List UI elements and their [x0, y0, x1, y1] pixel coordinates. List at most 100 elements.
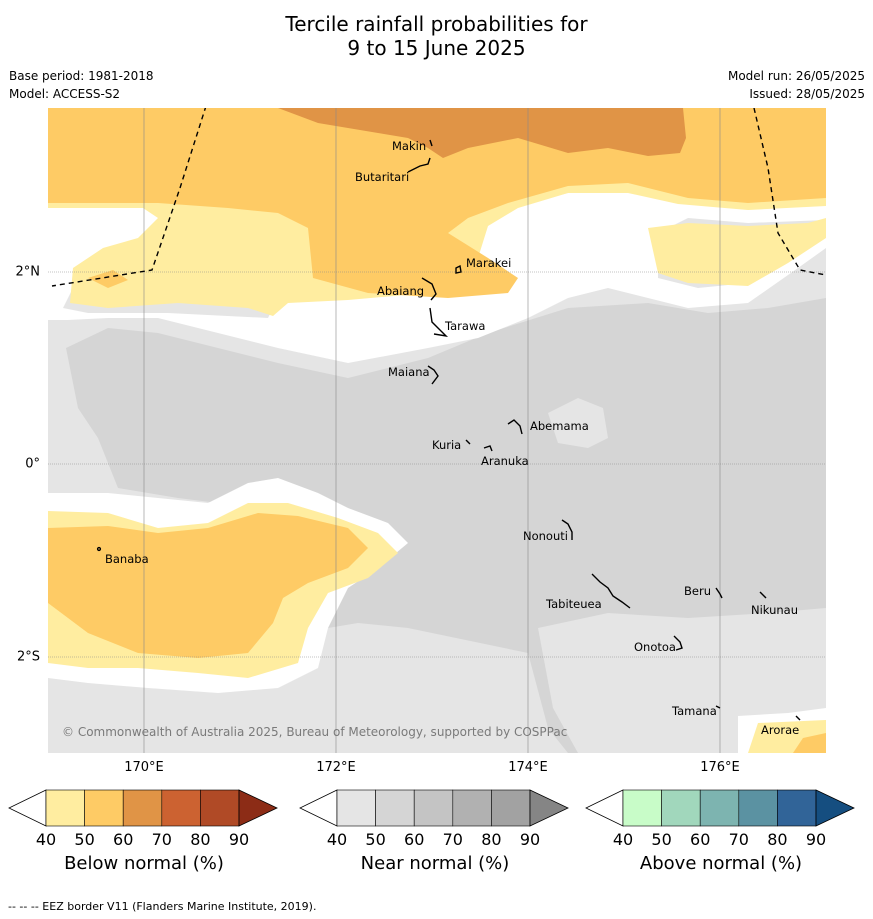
island-label-tamana: Tamana: [671, 704, 717, 718]
island-label-arorae: Arorae: [761, 723, 799, 737]
island-shape-arorae: [795, 715, 801, 721]
graticule: [48, 108, 826, 753]
x-tick-172e: 172°E: [316, 760, 356, 775]
colorbar-tick-label: 90: [520, 830, 540, 849]
colorbar-swatch: [622, 789, 662, 827]
colorbar-tick-label: 70: [443, 830, 463, 849]
probability-map: Makin Butaritari Marakei Abaiang Tarawa …: [48, 108, 826, 753]
eez-border: [51, 108, 826, 287]
colorbar-tick-label: 60: [404, 830, 424, 849]
island-label-banaba: Banaba: [105, 552, 149, 566]
base-period: Base period: 1981-2018: [9, 69, 154, 83]
eez-footnote: -- -- -- EEZ border V11 (Flanders Marine…: [8, 900, 317, 913]
colorbar-tick-label: 40: [36, 830, 56, 849]
colorbar-tick-label: 70: [729, 830, 749, 849]
colorbar-tick-label: 40: [613, 830, 633, 849]
island-label-tarawa: Tarawa: [444, 319, 485, 333]
colorbar-label-above: Above normal (%): [639, 853, 803, 874]
island-label-abaiang: Abaiang: [377, 284, 424, 298]
island-shape-onotoa: [673, 635, 683, 651]
island-label-onotoa: Onotoa: [634, 640, 676, 654]
colorbar-extend-low: [299, 789, 338, 827]
below-normal-50-north: [48, 108, 826, 298]
colorbar-extend-high: [238, 789, 278, 827]
island-label-nikunau: Nikunau: [751, 603, 798, 617]
island-label-aranuka: Aranuka: [481, 454, 529, 468]
island-label-maiana: Maiana: [388, 365, 430, 379]
model-run: Model run: 26/05/2025: [727, 69, 865, 83]
colorbar-tick-label: 80: [481, 830, 501, 849]
colorbar-tick-label: 70: [152, 830, 172, 849]
y-tick-2n: 2°N: [15, 264, 41, 280]
colorbar-above-normal: 40 50 60 70 80 90: [585, 789, 855, 849]
colorbar-swatch: [336, 789, 376, 827]
colorbar-extend-low: [8, 789, 47, 827]
colorbar-swatch: [45, 789, 85, 827]
island-label-abemama: Abemama: [530, 419, 589, 433]
below-normal-60-north: [278, 108, 686, 158]
colorbar-tick-label: 40: [327, 830, 347, 849]
colorbar-tick-label: 50: [651, 830, 671, 849]
x-tick-174e: 174°E: [508, 760, 548, 775]
island-shape-tamana: [715, 705, 721, 709]
island-shape-nonouti: [561, 519, 573, 540]
colorbar-extend-high: [529, 789, 569, 827]
colorbar-tick-label: 90: [229, 830, 249, 849]
colorbar-tick-label: 80: [190, 830, 210, 849]
island-label-marakei: Marakei: [466, 256, 511, 270]
island-label-nonouti: Nonouti: [523, 529, 568, 543]
island-outlines: [96, 139, 801, 721]
colorbar-swatch: [161, 789, 201, 827]
issued-date: Issued: 28/05/2025: [749, 87, 865, 101]
colorbar-tick-label: 60: [690, 830, 710, 849]
white-band-north: [48, 188, 826, 363]
colorbar-label-near: Near normal (%): [360, 853, 510, 874]
island-label-kuria: Kuria: [432, 438, 461, 452]
island-shape-banaba: [96, 546, 102, 552]
colorbar-below-normal: 40 50 60 70 80 90: [8, 789, 278, 849]
colorbar-label-below: Below normal (%): [64, 853, 224, 874]
island-shape-beru: [715, 587, 723, 599]
colorbar-tick-label: 60: [113, 830, 133, 849]
colorbar-swatch: [661, 789, 701, 827]
island-shape-aranuka: [483, 445, 493, 452]
colorbar-swatch: [375, 789, 415, 827]
island-shape-makin: [429, 139, 433, 147]
colorbar-swatch: [452, 789, 492, 827]
colorbar-extend-high: [815, 789, 855, 827]
below-normal-50-south: [48, 513, 368, 658]
island-shape-kuria: [465, 439, 471, 445]
colorbar-swatch: [699, 789, 740, 827]
colorbar-extend-low: [585, 789, 624, 827]
meta-right: Model run: 26/05/2025 Issued: 28/05/2025: [728, 67, 865, 103]
island-label-makin: Makin: [392, 139, 426, 153]
colorbar-tick-label: 50: [74, 830, 94, 849]
colorbar-swatch: [122, 789, 163, 827]
meta-left: Base period: 1981-2018 Model: ACCESS-S2: [9, 67, 154, 103]
island-shape-tarawa: [429, 307, 449, 338]
x-tick-176e: 176°E: [700, 760, 740, 775]
title-line-1: Tercile rainfall probabilities for: [285, 12, 588, 36]
colorbar-swatch: [200, 789, 240, 827]
x-tick-170e: 170°E: [124, 760, 164, 775]
colorbar-swatch: [777, 789, 817, 827]
colorbar-swatch: [491, 789, 531, 827]
colorbar-swatch: [413, 789, 454, 827]
model-name: Model: ACCESS-S2: [9, 87, 121, 101]
island-label-tabiteuea: Tabiteuea: [545, 597, 602, 611]
near-normal-patch-east: [548, 398, 608, 448]
y-tick-2s: 2°S: [16, 649, 40, 665]
island-label-beru: Beru: [684, 584, 711, 598]
island-shape-butaritari: [407, 157, 431, 173]
island-shape-maiana: [427, 365, 439, 385]
colorbar-tick-label: 50: [365, 830, 385, 849]
colorbar-near-normal: 40 50 60 70 80 90: [299, 789, 569, 849]
title-line-2: 9 to 15 June 2025: [347, 36, 526, 60]
colorbar-tick-label: 80: [767, 830, 787, 849]
island-label-butaritari: Butaritari: [355, 170, 409, 184]
colorbar-swatch: [84, 789, 124, 827]
island-shape-tabiteuea: [591, 573, 631, 609]
y-tick-0: 0°: [25, 456, 40, 472]
island-shape-abaiang: [421, 277, 437, 301]
colorbar-swatch: [738, 789, 778, 827]
